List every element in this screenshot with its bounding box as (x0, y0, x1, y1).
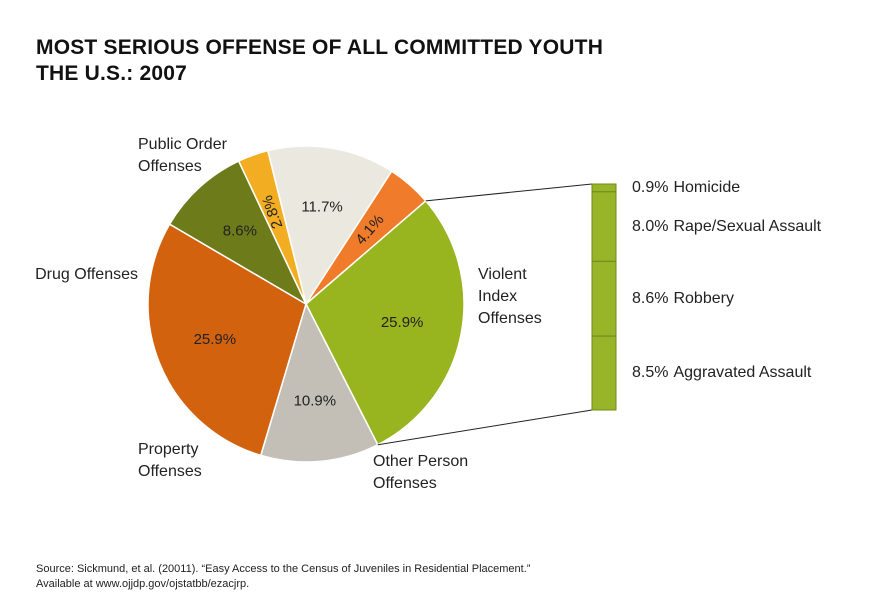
breakdown-value: 8.6% (632, 289, 669, 307)
breakdown-label: 8.5% Aggravated Assault (632, 362, 811, 384)
breakdown-segment (591, 191, 617, 262)
connector (377, 409, 593, 446)
chart-subtitle: THE U.S.: 2007 (36, 62, 188, 85)
connector (425, 183, 593, 202)
breakdown-label: 0.9% Homicide (632, 177, 740, 199)
pie-slice (168, 160, 308, 306)
breakdown-label: 8.0% Rape/Sexual Assault (632, 216, 821, 238)
slice-label: 11.7% (301, 198, 342, 215)
breakdown-value: 0.9% (632, 178, 669, 196)
source: Available at www.ojjdp.gov/ojstatbb/ezac… (36, 578, 250, 590)
category-label: Property Offenses (138, 441, 202, 480)
breakdown-segment (591, 183, 617, 193)
breakdown-name: Aggravated Assault (673, 364, 812, 382)
source: Source: Sickmund, et al. (20011). “Easy … (36, 563, 531, 575)
category-label: Drug Offenses (35, 266, 138, 283)
breakdown-value: 8.0% (632, 217, 669, 235)
slice-label: 10.9% (294, 393, 337, 410)
pie-slice (305, 199, 465, 446)
category-label: Other Person Offenses (373, 453, 469, 492)
breakdown-segment (591, 335, 617, 411)
pie-slice (259, 301, 379, 463)
breakdown-segment (591, 260, 617, 337)
category-label: Violent Index Offenses (478, 266, 542, 327)
slice-label: 25.9% (194, 331, 237, 348)
slice-label: 8.6% (223, 223, 257, 240)
pie-slice (266, 145, 393, 306)
breakdown-name: Rape/Sexual Assault (673, 217, 822, 235)
pie-slice (237, 149, 307, 305)
pie-slice (147, 223, 307, 457)
slice-label: 25.9% (381, 314, 424, 331)
chart-title: MOST SERIOUS OFFENSE OF ALL COMMITTED YO… (36, 36, 604, 59)
breakdown-name: Homicide (673, 178, 741, 196)
category-label: Public Order Offenses (138, 136, 227, 175)
breakdown-name: Robbery (673, 289, 734, 307)
breakdown-label: 8.6% Robbery (632, 288, 734, 310)
breakdown-value: 8.5% (632, 364, 669, 382)
